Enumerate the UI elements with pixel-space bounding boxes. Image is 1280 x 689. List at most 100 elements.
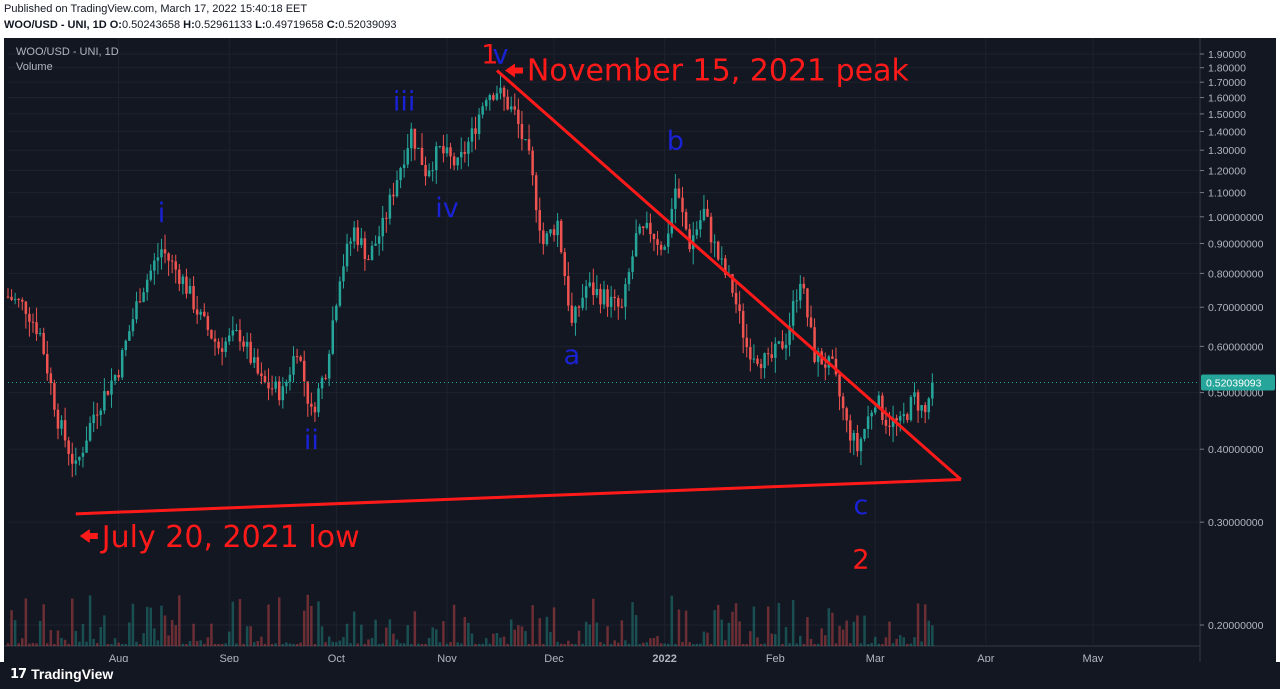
candle-body <box>552 229 556 236</box>
candle-body <box>203 311 206 317</box>
candle-body <box>734 292 738 305</box>
volume-bar <box>67 643 70 646</box>
candle-body <box>741 311 745 338</box>
volume-bar <box>74 630 78 646</box>
candle-body <box>156 257 160 261</box>
candle-body <box>809 317 813 328</box>
volume-bar <box>802 643 806 646</box>
volume-bar <box>310 605 313 646</box>
volume-bar <box>813 643 816 646</box>
volume-bar <box>492 633 495 646</box>
candle-body <box>834 358 838 375</box>
volume-bar <box>588 624 591 646</box>
candle-body <box>131 319 135 332</box>
candle-body <box>160 249 163 258</box>
volume-bar <box>517 625 520 646</box>
candle-body <box>342 266 345 282</box>
candle-body <box>85 440 88 453</box>
volume-bar <box>923 604 927 646</box>
volume-bar <box>153 628 156 646</box>
volume-bar <box>231 601 235 646</box>
tradingview-logo[interactable]: 17 TradingView <box>10 666 113 682</box>
volume-bar <box>213 643 217 646</box>
volume-bar <box>413 611 417 646</box>
candle-body <box>524 139 527 141</box>
volume-bar <box>60 637 63 646</box>
chart-frame[interactable]: 1.90000 1.80000 1.70000 1.60000 1.50000 1.400… <box>4 38 1276 662</box>
volume-bar <box>666 643 670 646</box>
volume-bar <box>734 603 738 646</box>
candle-body <box>99 410 103 415</box>
volume-bar <box>534 643 538 646</box>
candle-body <box>377 236 381 244</box>
volume-bar <box>281 643 285 646</box>
volume-bar <box>324 642 327 646</box>
volume-bar <box>877 643 881 646</box>
published-line: Published on TradingView.com, March 17, … <box>4 3 308 15</box>
candle-body <box>228 335 231 342</box>
candle-body <box>902 414 906 417</box>
candle-body <box>606 289 609 307</box>
candle-body <box>399 168 402 181</box>
candle-body <box>699 220 702 230</box>
volume-bar <box>217 643 220 646</box>
volume-bar <box>652 638 656 646</box>
candle-body <box>574 306 577 323</box>
candle-body <box>242 341 245 347</box>
candle-body <box>235 329 238 331</box>
candle-body <box>53 383 56 410</box>
volume-bar <box>549 632 552 646</box>
volume-bar <box>21 638 24 646</box>
candle-body <box>349 241 352 244</box>
candle-body <box>663 246 666 250</box>
candle-body <box>302 360 306 382</box>
candle-body <box>438 146 442 148</box>
candle-body <box>624 284 627 307</box>
price-tick-label: 0.90000000 <box>1208 238 1264 250</box>
volume-bar <box>527 643 531 646</box>
candle-body <box>88 423 92 441</box>
volume-bar <box>288 643 292 646</box>
candle-body <box>149 270 153 280</box>
candle-body <box>178 269 181 284</box>
candle-body <box>206 316 210 330</box>
candle-body <box>509 106 513 110</box>
candle-body <box>695 229 699 236</box>
volume-bar <box>399 643 402 646</box>
candle-body <box>777 341 781 344</box>
candle-body <box>806 288 809 318</box>
candle-body <box>649 222 652 235</box>
candle-body <box>277 381 281 401</box>
volume-bar <box>738 621 741 646</box>
candle-body <box>113 375 117 381</box>
volume-bar <box>449 642 452 646</box>
candle-body <box>470 128 474 142</box>
price-chart[interactable]: 1.90000 1.80000 1.70000 1.60000 1.50000 1.400… <box>4 38 1276 662</box>
volume-bar <box>891 643 895 646</box>
candle-body <box>253 357 256 363</box>
volume-bar <box>142 633 145 646</box>
volume-bar <box>377 643 381 646</box>
volume-bar <box>145 606 149 646</box>
candle-body <box>106 391 110 395</box>
candle-body <box>513 106 517 110</box>
volume-bar <box>185 643 188 646</box>
ohlc-line: WOO/USD - UNI, 1D O:0.50243658 H:0.52961… <box>4 19 396 31</box>
volume-bar <box>509 619 513 646</box>
volume-bar <box>770 633 773 646</box>
candle-body <box>763 353 766 369</box>
volume-bar <box>902 637 906 646</box>
candle-body <box>877 395 881 408</box>
last-price-label: 0.52039093 <box>1206 377 1262 389</box>
price-tick-label: 0.20000000 <box>1208 620 1264 632</box>
volume-bar <box>17 643 20 646</box>
volume-bar <box>170 620 174 646</box>
candle-body <box>352 227 356 242</box>
volume-bar <box>688 642 691 646</box>
volume-bar <box>24 598 28 646</box>
time-tick-label: Dec <box>544 653 564 662</box>
candle-body <box>927 398 931 413</box>
candle-body <box>716 241 720 260</box>
volume-bar <box>777 602 781 646</box>
candle-body <box>484 100 488 107</box>
